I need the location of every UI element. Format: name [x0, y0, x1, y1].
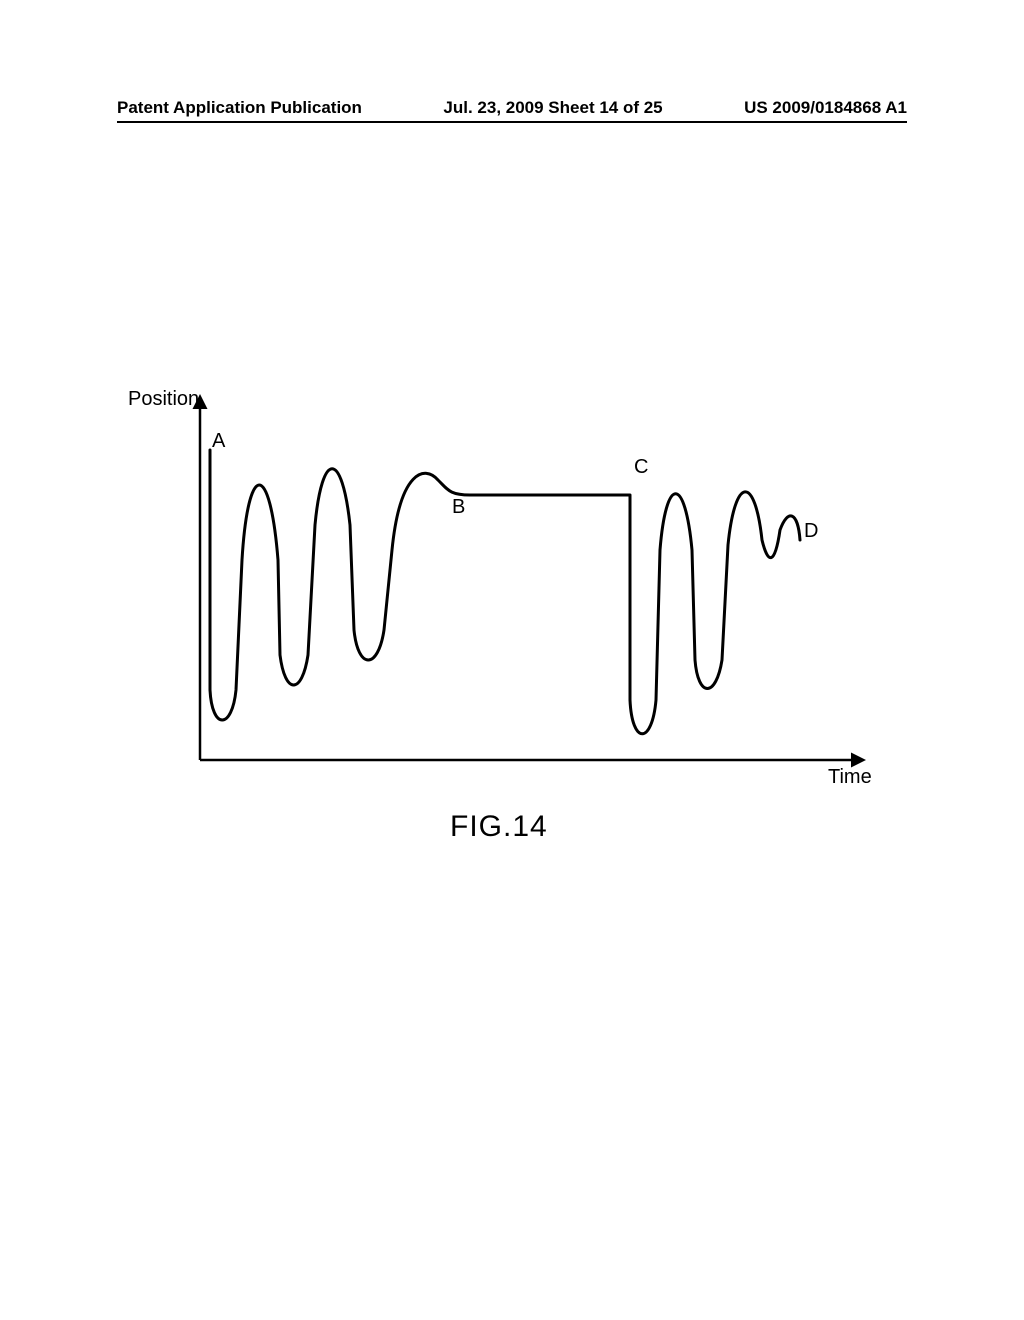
header-row: Patent Application Publication Jul. 23, …	[117, 98, 907, 123]
point-label-d: D	[804, 520, 818, 543]
point-label-a: A	[212, 430, 225, 453]
header-patent-number: US 2009/0184868 A1	[744, 98, 907, 118]
page-header: Patent Application Publication Jul. 23, …	[0, 98, 1024, 123]
chart-svg	[140, 390, 880, 790]
header-sheet-info: Jul. 23, 2009 Sheet 14 of 25	[443, 98, 662, 118]
figure-14: Position Time A B C D FIG.14	[140, 390, 880, 830]
header-publication: Patent Application Publication	[117, 98, 362, 118]
y-axis-label: Position	[128, 388, 199, 411]
figure-caption: FIG.14	[450, 810, 548, 844]
x-axis-label: Time	[828, 766, 872, 789]
point-label-b: B	[452, 496, 465, 519]
point-label-c: C	[634, 456, 648, 479]
